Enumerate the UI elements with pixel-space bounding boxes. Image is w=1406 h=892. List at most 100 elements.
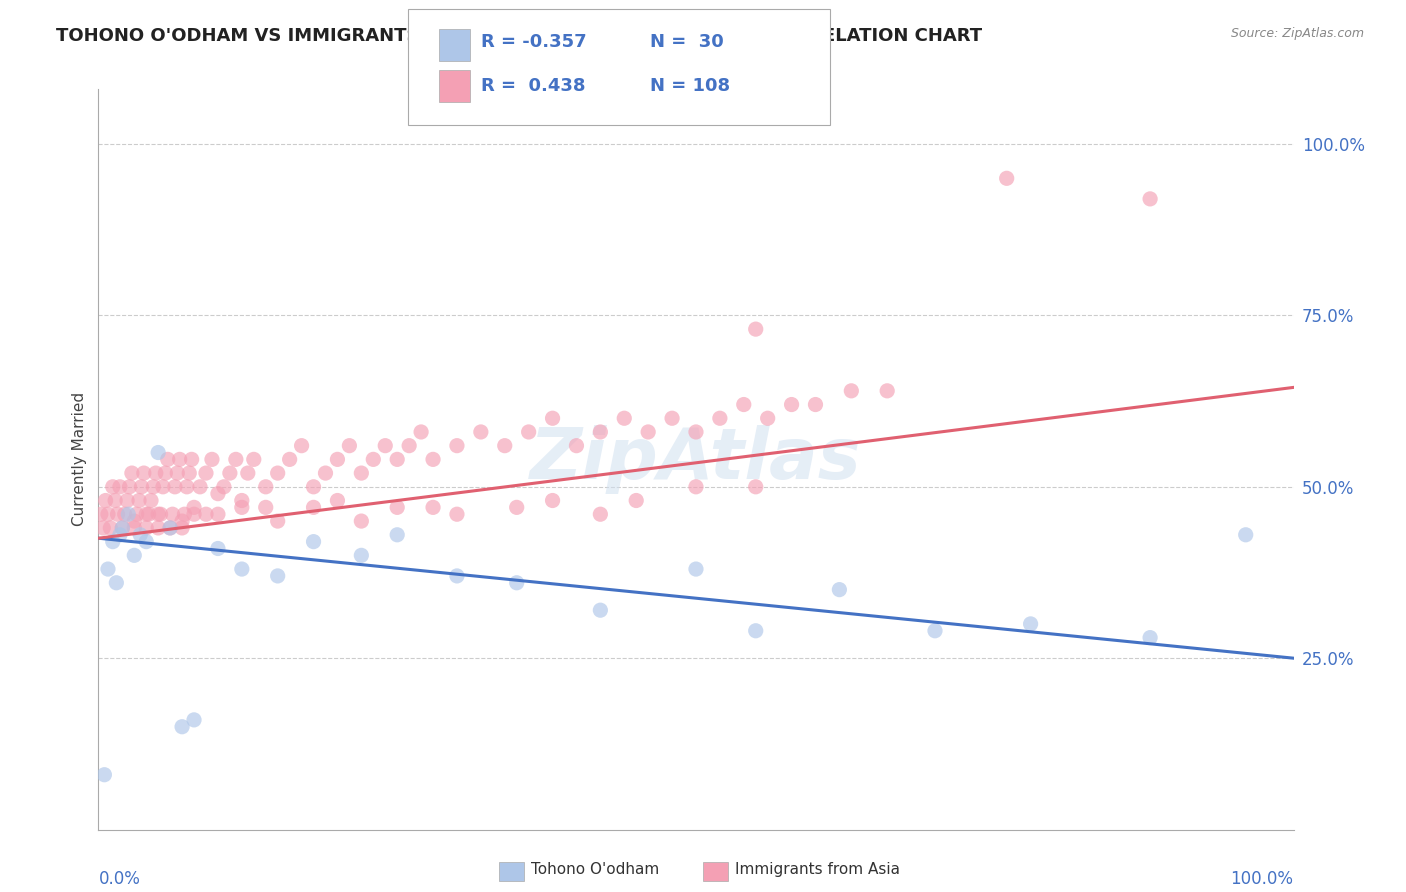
Point: [745, 624, 768, 638]
Point: [541, 493, 564, 508]
Point: [756, 411, 779, 425]
Point: [125, 507, 148, 521]
Point: [315, 466, 337, 480]
Point: [162, 507, 184, 521]
Text: R =  0.438: R = 0.438: [481, 77, 585, 95]
Text: Source: ZipAtlas.com: Source: ZipAtlas.com: [1230, 27, 1364, 40]
Point: [163, 480, 186, 494]
Point: [350, 466, 373, 480]
Point: [446, 569, 468, 583]
Point: [104, 493, 127, 508]
Point: [236, 466, 259, 480]
Text: 100.0%: 100.0%: [1230, 871, 1294, 888]
Point: [111, 521, 134, 535]
Point: [374, 439, 396, 453]
Point: [589, 507, 612, 521]
Point: [709, 411, 731, 425]
Point: [745, 480, 768, 494]
Point: [411, 425, 433, 439]
Point: [179, 466, 201, 480]
Point: [506, 500, 529, 515]
Point: [183, 507, 205, 521]
Point: [169, 452, 191, 467]
Point: [225, 452, 247, 467]
Point: [188, 480, 211, 494]
Point: [155, 466, 177, 480]
Text: TOHONO O'ODHAM VS IMMIGRANTS FROM ASIA CURRENTLY MARRIED CORRELATION CHART: TOHONO O'ODHAM VS IMMIGRANTS FROM ASIA C…: [56, 27, 983, 45]
Point: [148, 507, 170, 521]
Text: N = 108: N = 108: [650, 77, 730, 95]
Point: [159, 521, 181, 535]
Point: [291, 439, 314, 453]
Point: [152, 480, 174, 494]
Y-axis label: Currently Married: Currently Married: [72, 392, 87, 526]
Point: [93, 768, 115, 782]
Point: [111, 521, 134, 535]
Point: [108, 528, 131, 542]
Point: [98, 521, 122, 535]
Point: [94, 493, 117, 508]
Point: [149, 507, 172, 521]
Point: [195, 507, 218, 521]
Point: [90, 507, 112, 521]
Point: [685, 562, 707, 576]
Point: [129, 528, 152, 542]
Point: [828, 582, 851, 597]
Point: [243, 452, 266, 467]
Point: [446, 439, 468, 453]
Point: [589, 603, 612, 617]
Point: [565, 439, 588, 453]
Point: [135, 534, 157, 549]
Text: ZipAtlas: ZipAtlas: [530, 425, 862, 494]
Point: [385, 500, 409, 515]
Point: [107, 507, 129, 521]
Point: [159, 521, 181, 535]
Point: [183, 713, 205, 727]
Point: [128, 493, 150, 508]
Point: [350, 549, 373, 563]
Point: [254, 500, 277, 515]
Point: [398, 439, 420, 453]
Point: [446, 507, 468, 521]
Point: [661, 411, 683, 425]
Text: Tohono O'odham: Tohono O'odham: [531, 863, 659, 877]
Point: [148, 521, 170, 535]
Point: [145, 466, 167, 480]
Point: [339, 439, 361, 453]
Point: [422, 452, 444, 467]
Point: [124, 549, 146, 563]
Point: [876, 384, 898, 398]
Text: R = -0.357: R = -0.357: [481, 33, 586, 51]
Point: [1234, 528, 1257, 542]
Point: [541, 411, 564, 425]
Point: [148, 445, 170, 459]
Point: [350, 514, 373, 528]
Point: [91, 521, 114, 535]
Point: [589, 425, 612, 439]
Point: [231, 500, 253, 515]
Point: [780, 398, 803, 412]
Point: [804, 398, 827, 412]
Point: [517, 425, 540, 439]
Point: [267, 466, 290, 480]
Point: [302, 480, 325, 494]
Point: [685, 425, 707, 439]
Point: [172, 514, 194, 528]
Point: [207, 507, 229, 521]
Point: [183, 500, 205, 515]
Point: [302, 534, 325, 549]
Point: [385, 528, 409, 542]
Point: [470, 425, 492, 439]
Point: [494, 439, 516, 453]
Point: [135, 507, 157, 521]
Point: [173, 507, 195, 521]
Point: [326, 493, 349, 508]
Point: [302, 500, 325, 515]
Point: [207, 541, 229, 556]
Point: [117, 507, 139, 521]
Point: [101, 480, 124, 494]
Point: [156, 452, 179, 467]
Point: [166, 466, 188, 480]
Point: [506, 575, 529, 590]
Point: [124, 514, 146, 528]
